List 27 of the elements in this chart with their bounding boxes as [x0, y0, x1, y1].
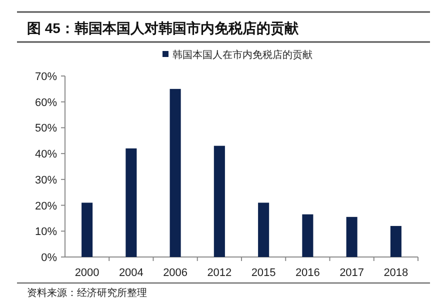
y-tick-label: 60%: [34, 96, 58, 109]
x-tick-label: 2006: [163, 267, 188, 279]
x-tick-label: 2012: [207, 267, 232, 279]
bar: [126, 148, 137, 257]
y-tick-label: 10%: [34, 226, 58, 238]
y-tick-label: 50%: [34, 122, 58, 135]
x-tick-label: 2017: [340, 267, 364, 279]
y-tick-label: 30%: [34, 174, 58, 186]
text: 资料来源：经济研究所整理: [27, 287, 147, 299]
bar: [170, 88, 181, 257]
y-tick-label: 20%: [34, 200, 58, 212]
x-tick-label: 2016: [295, 267, 320, 279]
bar: [390, 226, 402, 257]
bar: [346, 216, 358, 257]
chart-title: 图 45：韩国本国人对韩国市内免税店的贡献: [27, 20, 300, 36]
bar: [214, 146, 225, 257]
x-tick-label: 2018: [384, 267, 408, 279]
y-tick-label: 70%: [34, 71, 58, 83]
x-tick-label: 2004: [118, 267, 144, 279]
y-tick-label: 0%: [41, 252, 58, 264]
bar: [302, 214, 314, 257]
bar: [82, 202, 93, 257]
bar: [258, 202, 270, 257]
y-tick-label: 40%: [34, 148, 58, 161]
legend-label: 韩国本国人在市内免税店的贡献: [172, 49, 312, 61]
x-tick-label: 2000: [74, 267, 100, 279]
x-tick-label: 2015: [251, 267, 276, 279]
